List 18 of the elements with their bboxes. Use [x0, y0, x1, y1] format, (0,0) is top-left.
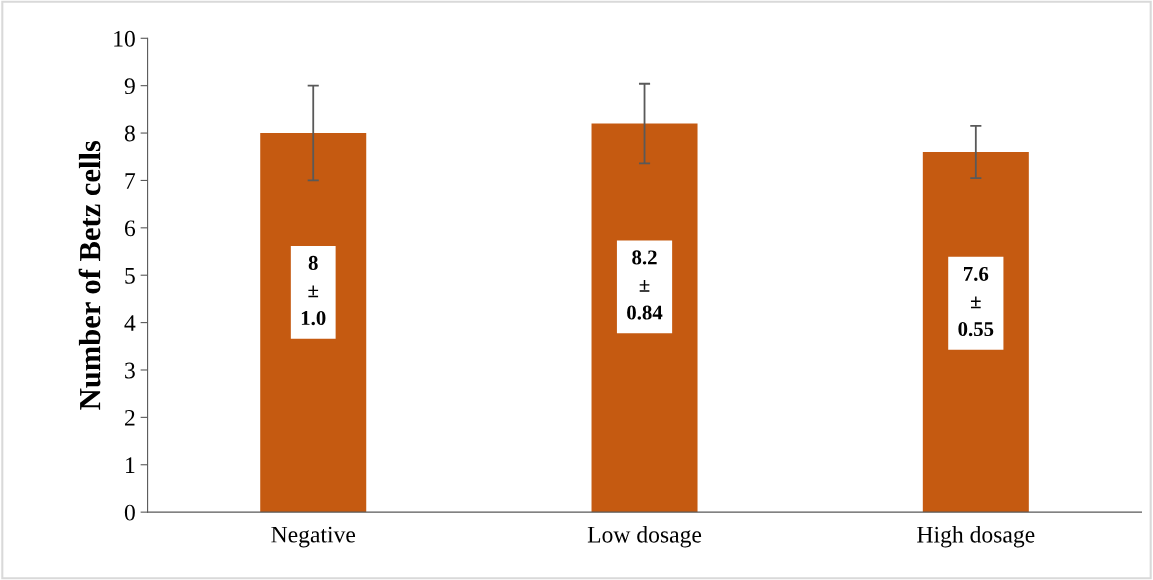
x-tick-label: High dosage: [917, 526, 1035, 548]
y-tick-label: 5: [125, 267, 135, 284]
data-label: 7.6 ± 0.55: [958, 266, 994, 337]
y-axis-title: Number of Betz cells: [78, 140, 101, 410]
x-tick-label: Low dosage: [587, 526, 702, 548]
y-tick-label: 8: [124, 125, 135, 142]
x-tick-label: Negative: [271, 526, 356, 548]
y-tick-label: 7: [125, 173, 136, 189]
y-tick-label: 0: [124, 504, 135, 521]
y-tick-label: 9: [124, 78, 135, 95]
y-tick-label: 6: [124, 220, 136, 237]
y-tick-label: 2: [125, 409, 135, 426]
y-tick-label: 1: [126, 457, 135, 473]
data-label: 8.2 ± 0.84: [627, 250, 663, 320]
y-tick-label: 3: [125, 362, 135, 379]
data-label: 8 ± 1.0: [301, 255, 326, 326]
y-tick-label: 4: [124, 315, 136, 331]
y-tick-label: 10: [114, 30, 135, 47]
